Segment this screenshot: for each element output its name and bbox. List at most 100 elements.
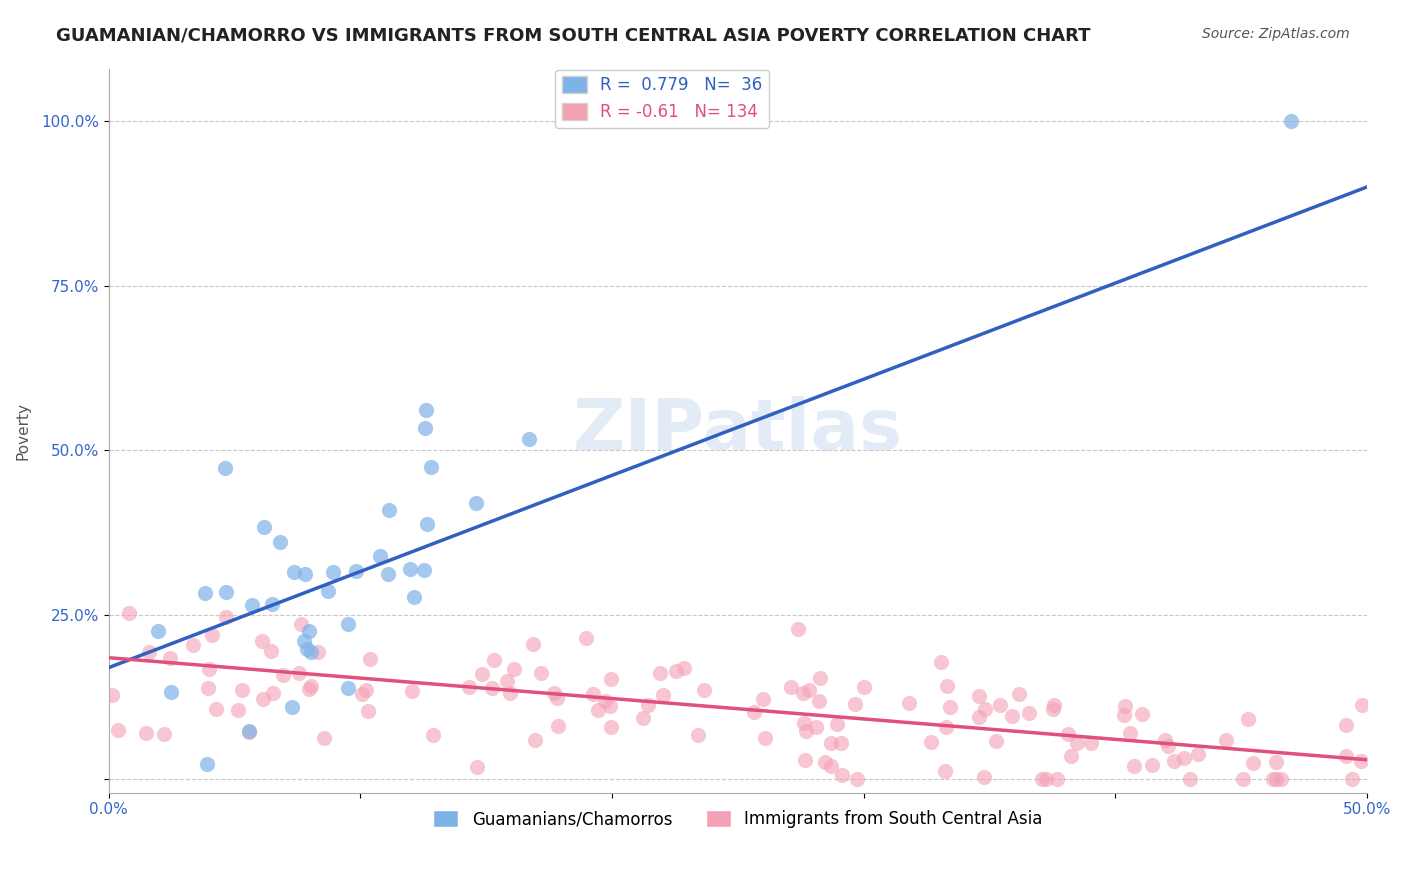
Point	[830, 735, 852, 749]
Point	[352, 687, 374, 701]
Point	[269, 535, 291, 549]
Point	[935, 720, 957, 734]
Point	[499, 686, 522, 700]
Point	[820, 736, 842, 750]
Point	[673, 660, 696, 674]
Point	[1173, 751, 1195, 765]
Point	[543, 686, 565, 700]
Point	[1140, 758, 1163, 772]
Text: Source: ZipAtlas.com: Source: ZipAtlas.com	[1202, 27, 1350, 41]
Point	[1241, 756, 1264, 770]
Point	[312, 731, 335, 746]
Point	[496, 673, 519, 688]
Y-axis label: Poverty: Poverty	[15, 401, 30, 459]
Point	[201, 628, 224, 642]
Point	[934, 764, 956, 779]
Point	[181, 639, 204, 653]
Point	[1001, 709, 1024, 723]
Point	[298, 681, 321, 696]
Point	[1112, 708, 1135, 723]
Point	[984, 734, 1007, 748]
Point	[294, 566, 316, 581]
Point	[297, 624, 319, 639]
Point	[226, 703, 249, 717]
Point	[1057, 727, 1080, 741]
Point	[787, 622, 810, 636]
Point	[215, 585, 238, 599]
Point	[259, 643, 281, 657]
Point	[253, 520, 276, 534]
Point	[780, 680, 803, 694]
Point	[1341, 772, 1364, 787]
Point	[301, 680, 323, 694]
Point	[754, 731, 776, 746]
Point	[631, 711, 654, 725]
Point	[793, 716, 815, 731]
Point	[271, 668, 294, 682]
Point	[969, 689, 991, 703]
Point	[897, 696, 920, 710]
Point	[522, 637, 544, 651]
Point	[215, 610, 238, 624]
Point	[283, 566, 305, 580]
Point	[146, 624, 169, 638]
Point	[401, 684, 423, 698]
Point	[853, 680, 876, 694]
Point	[316, 584, 339, 599]
Point	[1279, 114, 1302, 128]
Point	[1046, 772, 1069, 787]
Point	[238, 724, 260, 739]
Point	[1018, 706, 1040, 720]
Point	[546, 691, 568, 706]
Point	[1031, 772, 1053, 787]
Point	[194, 585, 217, 599]
Point	[744, 705, 766, 719]
Point	[238, 723, 260, 738]
Point	[799, 683, 821, 698]
Point	[1060, 748, 1083, 763]
Point	[288, 666, 311, 681]
Point	[299, 644, 322, 658]
Point	[197, 756, 219, 771]
Point	[1334, 749, 1357, 764]
Point	[844, 698, 866, 712]
Point	[973, 770, 995, 784]
Point	[307, 645, 329, 659]
Point	[1232, 772, 1254, 787]
Point	[281, 700, 304, 714]
Point	[322, 565, 344, 579]
Point	[107, 723, 129, 738]
Point	[422, 729, 444, 743]
Point	[1130, 706, 1153, 721]
Point	[1008, 687, 1031, 701]
Point	[502, 662, 524, 676]
Point	[1119, 726, 1142, 740]
Point	[929, 655, 952, 669]
Point	[793, 753, 815, 767]
Point	[1035, 772, 1057, 787]
Point	[973, 702, 995, 716]
Point	[1042, 702, 1064, 716]
Point	[138, 644, 160, 658]
Point	[547, 719, 569, 733]
Point	[240, 598, 263, 612]
Point	[599, 698, 621, 713]
Point	[814, 755, 837, 769]
Point	[231, 682, 253, 697]
Point	[135, 726, 157, 740]
Point	[404, 590, 426, 604]
Point	[686, 728, 709, 742]
Text: GUAMANIAN/CHAMORRO VS IMMIGRANTS FROM SOUTH CENTRAL ASIA POVERTY CORRELATION CHA: GUAMANIAN/CHAMORRO VS IMMIGRANTS FROM SO…	[56, 27, 1091, 45]
Point	[377, 566, 399, 581]
Point	[1215, 732, 1237, 747]
Point	[693, 683, 716, 698]
Point	[159, 650, 181, 665]
Point	[359, 652, 381, 666]
Point	[1334, 718, 1357, 732]
Point	[1351, 698, 1374, 712]
Point	[415, 403, 437, 417]
Point	[820, 759, 842, 773]
Point	[665, 665, 688, 679]
Point	[378, 503, 401, 517]
Point	[344, 564, 367, 578]
